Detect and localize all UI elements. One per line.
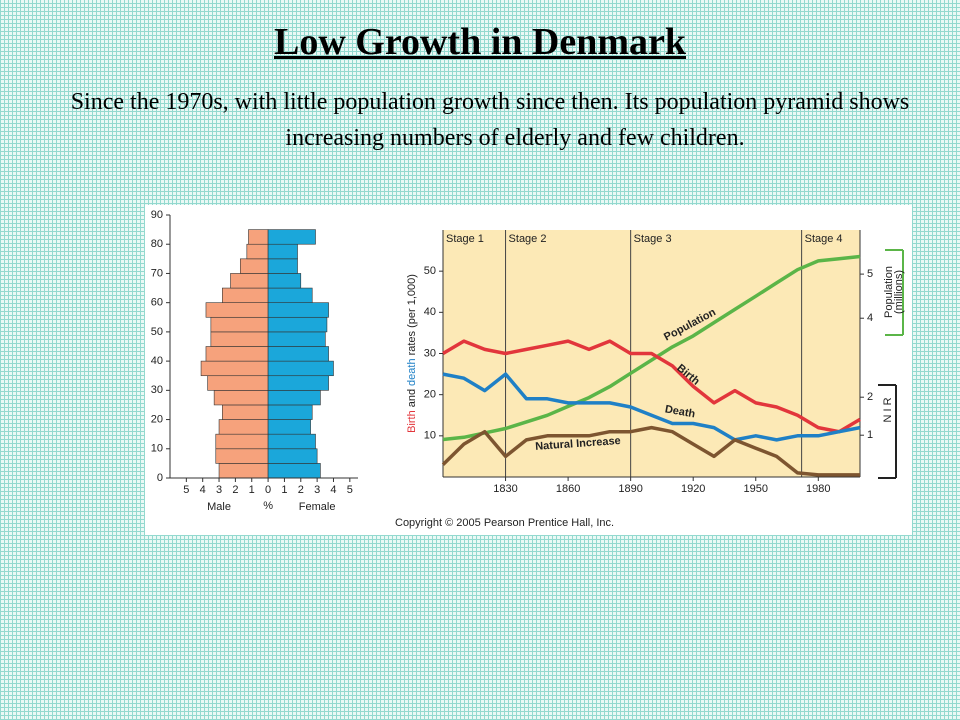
stage-label: Stage 1: [446, 233, 484, 245]
bar: [267, 448, 318, 464]
y2-tick-label: 1: [867, 429, 873, 441]
bar: [267, 316, 328, 333]
x-axis-label: %: [263, 500, 273, 512]
y3-axis-label: N I R: [882, 397, 894, 422]
bar: [222, 404, 269, 420]
slide-text: Since the 1970s, with little population …: [70, 89, 910, 151]
bar: [267, 463, 321, 479]
bar: [200, 360, 269, 377]
y-tick-label: 20: [424, 389, 436, 401]
series-line: [441, 425, 860, 477]
x-tick-label: 3: [314, 484, 320, 496]
y-tick-label: 40: [424, 306, 436, 318]
x-tick-label: 1: [249, 484, 255, 496]
y-tick-label: 10: [151, 443, 163, 455]
bar: [267, 346, 329, 362]
bar: [267, 229, 316, 245]
bar: [267, 243, 298, 260]
bar: [230, 273, 269, 289]
bar: [222, 287, 269, 303]
legend-label: Female: [299, 501, 336, 513]
bar: [215, 433, 269, 450]
series-line: [442, 372, 861, 442]
bar: [267, 331, 326, 347]
y-tick-label: 80: [151, 238, 163, 250]
y-tick-label: 30: [424, 347, 436, 359]
bar: [239, 258, 269, 274]
y-tick-label: 10: [424, 430, 436, 442]
bar: [267, 390, 321, 406]
x-tick-label: 1: [281, 484, 287, 496]
y-tick-label: 50: [151, 326, 163, 338]
x-tick-label: 4: [330, 484, 336, 496]
bar: [267, 360, 334, 377]
series-line: [442, 339, 861, 434]
y-axis-label-part: rates (per 1,000): [406, 274, 418, 355]
x-tick-label: 5: [347, 484, 353, 496]
x-tick-label: 2: [232, 484, 238, 496]
x-tick-label: 2: [298, 484, 304, 496]
y-axis-label: Birth and death rates (per 1,000): [406, 274, 418, 433]
y-tick-label: 50: [424, 265, 436, 277]
bar: [218, 419, 269, 435]
slide-title: Low Growth in Denmark: [273, 21, 687, 63]
bar: [267, 287, 313, 303]
y-tick-label: 40: [151, 355, 163, 367]
y2-tick-label: 2: [867, 391, 873, 403]
bar: [248, 229, 269, 245]
y-tick-label: 20: [151, 413, 163, 425]
series-label: Death: [664, 403, 696, 420]
y2-tick-label: 5: [867, 268, 873, 280]
y-axis-label-part: death: [406, 358, 418, 386]
series-label: Natural Increase: [535, 435, 621, 453]
bar: [207, 375, 269, 391]
y-axis-label-part: and: [406, 389, 418, 407]
x-tick-label: 0: [265, 484, 271, 496]
bar: [267, 273, 302, 289]
bar: [218, 463, 269, 479]
bar: [267, 419, 311, 435]
bar: [246, 243, 269, 260]
bar: [210, 316, 269, 333]
y2-tick-label: 4: [867, 312, 873, 324]
x-tick-label: 4: [200, 484, 206, 496]
y-tick-label: 0: [157, 472, 163, 484]
x-tick-label: 1950: [744, 483, 768, 495]
bar: [267, 404, 313, 420]
bar: [210, 331, 269, 347]
x-tick-label: 1830: [493, 483, 517, 495]
y-tick-label: 60: [151, 297, 163, 309]
y2-axis-label: Population: [883, 266, 895, 318]
y-tick-label: 90: [151, 209, 163, 221]
bar: [205, 346, 269, 362]
legend-label: Male: [207, 501, 231, 513]
stage-label: Stage 3: [634, 233, 672, 245]
stage-label: Stage 4: [805, 233, 843, 245]
bar: [267, 302, 329, 318]
y-tick-label: 30: [151, 384, 163, 396]
series-line: [442, 254, 861, 442]
y-axis-label-part: Birth: [406, 410, 418, 433]
x-tick-label: 3: [216, 484, 222, 496]
x-tick-label: 1920: [681, 483, 705, 495]
stage-label: Stage 2: [509, 233, 547, 245]
bar: [215, 448, 269, 464]
copyright: Copyright © 2005 Pearson Prentice Hall, …: [395, 517, 614, 529]
x-tick-label: 1890: [618, 483, 642, 495]
x-tick-label: 1980: [806, 483, 830, 495]
y2-axis-label: (millions): [893, 270, 905, 314]
bar: [205, 302, 269, 318]
bar: [213, 390, 269, 406]
x-tick-label: 5: [183, 484, 189, 496]
y-tick-label: 70: [151, 267, 163, 279]
x-tick-label: 1860: [556, 483, 580, 495]
bar: [267, 258, 298, 274]
bar: [267, 375, 329, 391]
bar: [267, 433, 316, 450]
